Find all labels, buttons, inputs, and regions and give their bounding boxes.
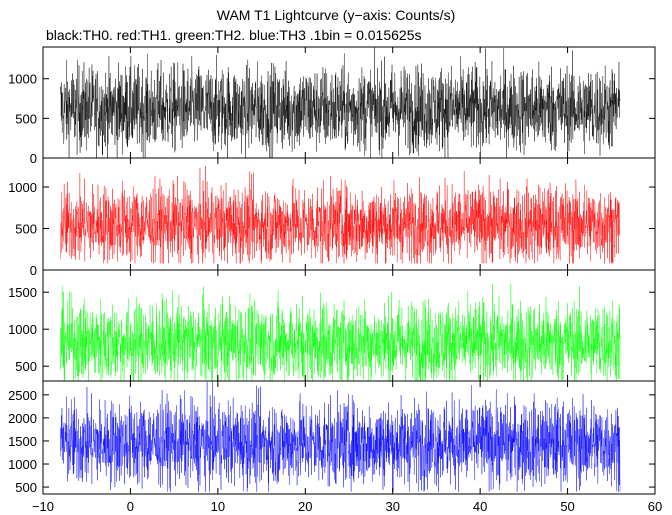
chart-title: WAM T1 Lightcurve (y−axis: Counts/s) xyxy=(216,7,456,23)
x-tick-label: −10 xyxy=(32,499,54,514)
x-tick-label: 10 xyxy=(211,499,225,514)
chart-subtitle: black:TH0. red:TH1. green:TH2. blue:TH3 … xyxy=(46,27,422,43)
y-tick-label: 0 xyxy=(30,263,37,278)
x-tick-label: 30 xyxy=(385,499,399,514)
y-tick-label: 1000 xyxy=(8,72,37,87)
y-tick-label: 2000 xyxy=(8,411,37,426)
x-tick-label: 0 xyxy=(127,499,134,514)
y-tick-label: 1000 xyxy=(8,322,37,337)
x-tick-label: 50 xyxy=(560,499,574,514)
panel-th1: 0 500 1000 xyxy=(8,157,656,278)
panel-th3: 500 1000 1500 2000 2500 xyxy=(8,380,656,495)
x-tick-label: 20 xyxy=(298,499,312,514)
y-tick-label: 500 xyxy=(15,480,37,495)
y-tick-label: 1000 xyxy=(8,457,37,472)
panel-th2: 500 1000 1500 xyxy=(8,269,656,382)
x-tick-label: 40 xyxy=(473,499,487,514)
series-th3 xyxy=(60,380,621,492)
y-tick-label: 1000 xyxy=(8,180,37,195)
y-tick-label: 500 xyxy=(15,359,37,374)
y-tick-label: 1500 xyxy=(8,434,37,449)
y-tick-label: 500 xyxy=(15,222,37,237)
panel-frame xyxy=(42,380,656,495)
y-tick-label: 2500 xyxy=(8,388,37,403)
series-th1 xyxy=(60,166,621,264)
panel-th0: 0 500 1000 xyxy=(8,46,656,166)
series-th0 xyxy=(60,46,621,159)
x-tick-label: 60 xyxy=(648,499,662,514)
series-th2 xyxy=(60,283,621,382)
y-tick-label: 500 xyxy=(15,111,37,126)
y-tick-label: 1500 xyxy=(8,285,37,300)
y-tick-label: 0 xyxy=(30,151,37,166)
